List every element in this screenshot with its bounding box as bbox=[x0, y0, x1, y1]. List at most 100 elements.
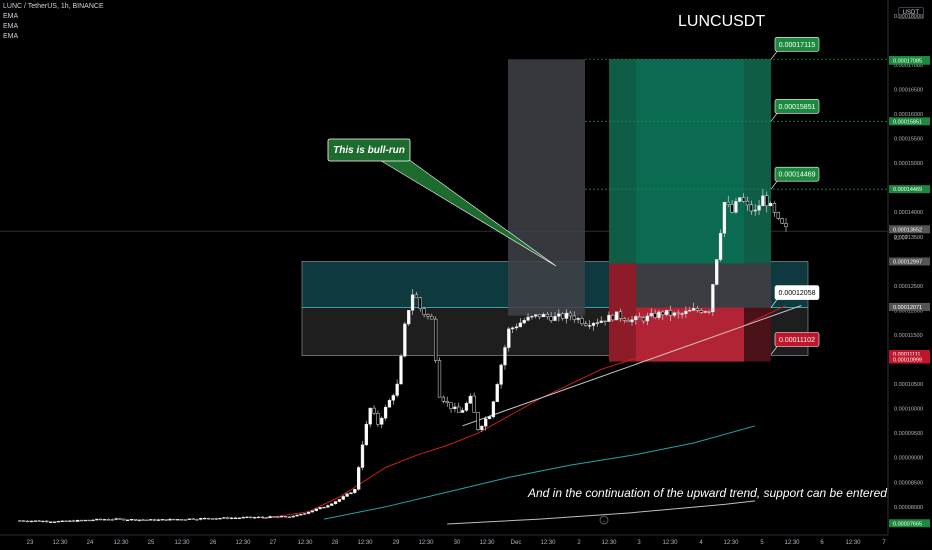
tp1-callout-box[interactable] bbox=[774, 166, 820, 182]
candle bbox=[772, 203, 777, 213]
candle bbox=[152, 519, 157, 521]
candle bbox=[314, 508, 318, 511]
candle bbox=[287, 516, 292, 519]
candle bbox=[364, 423, 369, 446]
candle bbox=[622, 318, 626, 321]
candle bbox=[260, 516, 265, 519]
candle bbox=[276, 516, 280, 518]
y-tick-label: 0.00012000 bbox=[894, 308, 923, 314]
indicator-ema-2[interactable]: EMA bbox=[3, 23, 19, 30]
candle bbox=[410, 294, 415, 311]
candle bbox=[229, 517, 234, 519]
candle bbox=[449, 402, 453, 410]
price-label-tag bbox=[889, 117, 930, 126]
candle bbox=[203, 517, 207, 520]
candle bbox=[434, 318, 438, 361]
candle bbox=[522, 320, 526, 324]
candle bbox=[33, 520, 37, 522]
candle bbox=[45, 520, 49, 523]
entry-callout-box[interactable] bbox=[774, 285, 820, 300]
candle bbox=[268, 516, 272, 519]
candle bbox=[91, 519, 95, 522]
y-tick-label: 0.00011500 bbox=[894, 333, 923, 339]
chart-header: LUNC / TetherUS, 1h, BINANCE EMA EMA EMA bbox=[3, 2, 104, 42]
candle bbox=[495, 384, 499, 402]
price-label-tag bbox=[889, 302, 930, 311]
tp2-callout-box[interactable] bbox=[774, 99, 820, 114]
x-tick-label: 27 bbox=[270, 540, 277, 546]
candle bbox=[360, 444, 365, 468]
price-label-tag bbox=[889, 185, 930, 194]
candle bbox=[757, 205, 761, 211]
candle bbox=[306, 511, 311, 514]
bull-run-label: This is bull-run bbox=[333, 145, 405, 156]
y-tick-label: 0.00008500 bbox=[894, 480, 923, 486]
candle bbox=[437, 360, 442, 398]
scroll-to-realtime-icon[interactable] bbox=[599, 515, 609, 525]
candle bbox=[765, 195, 769, 207]
candle bbox=[29, 520, 34, 523]
candle bbox=[191, 518, 195, 520]
candle bbox=[25, 520, 30, 523]
y-tick-label: 0.00010500 bbox=[894, 382, 923, 388]
candle bbox=[499, 364, 503, 385]
candle bbox=[626, 320, 630, 323]
candle bbox=[426, 314, 430, 317]
x-tick-label: 5 bbox=[760, 540, 764, 546]
price-label-tag bbox=[889, 225, 930, 234]
price-label-tag bbox=[889, 350, 930, 359]
bull-run-label-box[interactable] bbox=[327, 138, 411, 162]
x-tick-label: Dec bbox=[511, 540, 522, 546]
candle bbox=[183, 519, 188, 521]
trend-note: And in the continuation of the upward tr… bbox=[527, 486, 890, 500]
candle bbox=[310, 510, 315, 513]
indicator-ema-3[interactable]: EMA bbox=[3, 33, 19, 40]
candle bbox=[106, 519, 111, 521]
y-tick-label: 0.00016000 bbox=[894, 112, 923, 118]
stop-callout-box[interactable] bbox=[774, 332, 820, 347]
candle bbox=[245, 516, 249, 518]
y-tick-label: 0.00009500 bbox=[894, 431, 923, 437]
x-tick-label: 12:30 bbox=[174, 540, 190, 546]
candle bbox=[168, 518, 172, 521]
x-tick-label: 12:30 bbox=[52, 540, 68, 546]
price-label-tag bbox=[889, 257, 930, 266]
x-tick-label: 26 bbox=[210, 540, 217, 546]
candle bbox=[133, 519, 137, 521]
indicator-ema-1[interactable]: EMA bbox=[3, 13, 19, 20]
candle bbox=[172, 518, 176, 521]
candle bbox=[299, 514, 303, 516]
currency-unit-button[interactable]: USDT bbox=[897, 7, 924, 19]
candle bbox=[256, 516, 261, 519]
candle bbox=[526, 316, 530, 321]
x-tick-label: 12:30 bbox=[540, 540, 556, 546]
candle bbox=[695, 308, 700, 311]
candle bbox=[572, 315, 576, 320]
x-tick-label: 28 bbox=[332, 540, 339, 546]
candle bbox=[110, 519, 114, 521]
candle bbox=[95, 518, 99, 521]
price-label: 0.00007665 bbox=[893, 521, 922, 527]
candle bbox=[253, 517, 257, 519]
candle bbox=[657, 311, 661, 318]
support-trendline[interactable] bbox=[462, 305, 802, 427]
candle bbox=[79, 519, 84, 522]
candle bbox=[280, 515, 284, 518]
price-axis[interactable] bbox=[888, 0, 932, 550]
y-tick-label: 0.00012500 bbox=[894, 284, 923, 290]
candle bbox=[399, 355, 403, 385]
x-tick-label: 12:30 bbox=[784, 540, 800, 546]
candle bbox=[745, 200, 750, 206]
tp3-callout-box[interactable] bbox=[774, 36, 820, 52]
candle bbox=[661, 311, 665, 315]
candle bbox=[233, 517, 238, 519]
candle bbox=[99, 518, 103, 521]
candle bbox=[611, 314, 615, 321]
candle bbox=[49, 521, 53, 523]
symbol-line: LUNC / TetherUS, 1h, BINANCE bbox=[3, 3, 104, 10]
chevron-down-icon: ⌄ bbox=[601, 519, 606, 525]
candle bbox=[187, 518, 191, 520]
candle bbox=[537, 314, 542, 318]
candle bbox=[156, 519, 161, 521]
